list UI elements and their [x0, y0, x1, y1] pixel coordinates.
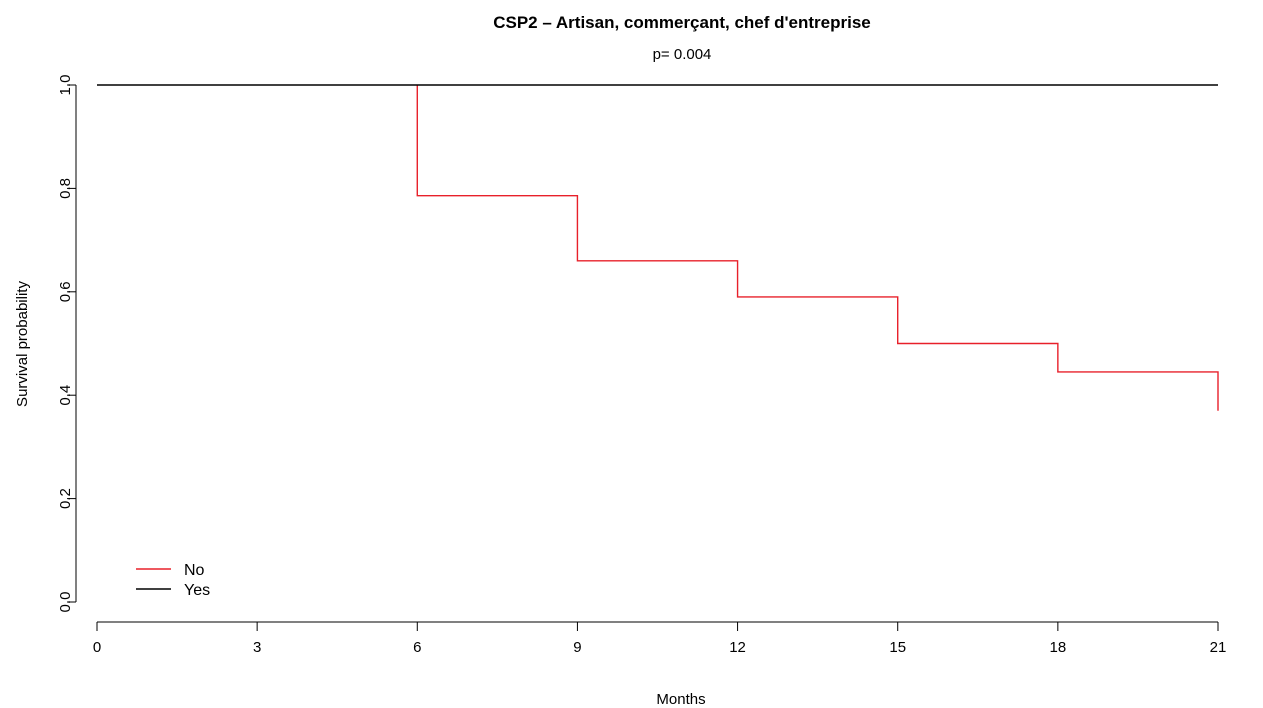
chart-subtitle: p= 0.004 [653, 46, 712, 63]
x-axis: 0 3 6 9 12 15 18 21 [93, 621, 1227, 656]
x-axis-title: Months [656, 691, 705, 708]
x-tick-label: 12 [729, 639, 746, 656]
y-tick-label: 0.4 [57, 385, 74, 406]
y-axis: 0.0 0.2 0.4 0.6 0.8 1.0 [57, 75, 77, 613]
y-tick-label: 0.8 [57, 178, 74, 199]
x-tick-label: 6 [413, 639, 421, 656]
x-tick-label: 15 [889, 639, 906, 656]
y-tick-label: 0.6 [57, 281, 74, 302]
plot-lines [97, 84, 1219, 411]
x-tick-label: 9 [573, 639, 581, 656]
legend-label-no: No [184, 562, 205, 579]
legend: No Yes [136, 562, 210, 599]
series-line-no [416, 85, 1219, 411]
x-tick-label: 21 [1210, 639, 1227, 656]
y-tick-label: 0.2 [57, 488, 74, 509]
x-tick-label: 0 [93, 639, 101, 656]
x-tick-label: 18 [1050, 639, 1067, 656]
y-tick-label: 1.0 [57, 75, 74, 96]
y-tick-label: 0.0 [57, 592, 74, 613]
chart-title: CSP2 – Artisan, commerçant, chef d'entre… [493, 13, 871, 32]
y-axis-title: Survival probability [14, 281, 31, 407]
legend-label-yes: Yes [184, 582, 210, 599]
x-tick-label: 3 [253, 639, 261, 656]
